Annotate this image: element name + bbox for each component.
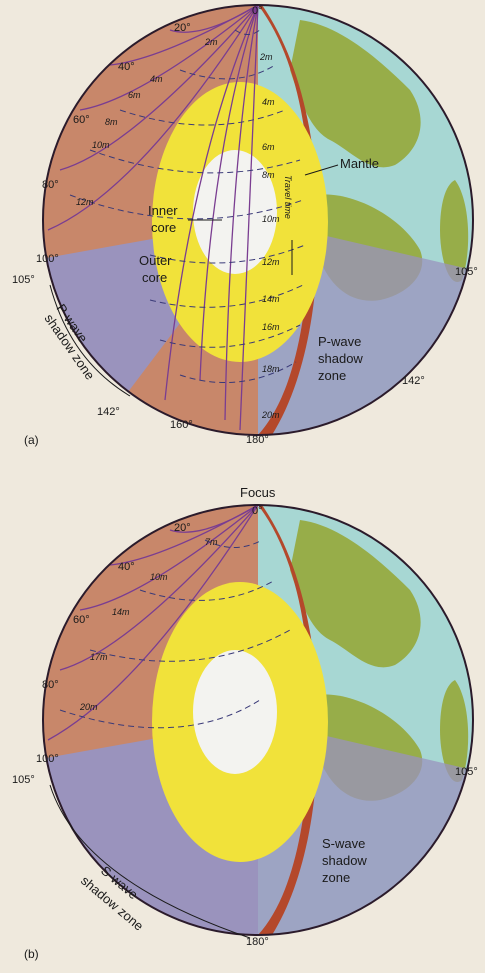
ltt-6m: 6m <box>128 90 141 100</box>
tt-12m: 12m <box>262 257 280 267</box>
inner-core-a <box>193 150 277 274</box>
deg-40-a: 40° <box>118 61 135 73</box>
ltt-12m: 12m <box>76 197 94 207</box>
p-shadow-right-2: shadow <box>318 351 363 366</box>
wavefronts-b <box>59 539 291 729</box>
p-shadow-right-3: zone <box>318 368 346 383</box>
p-wave-rays <box>47 5 259 431</box>
s-shadow-right-3: zone <box>322 870 350 885</box>
deg-180-b: 180° <box>246 936 269 948</box>
deg-105-right-b: 105° <box>455 766 478 778</box>
deg-180-a: 180° <box>246 434 269 446</box>
tt-16m: 16m <box>262 322 280 332</box>
inner-core-label-1: Inner <box>148 203 178 218</box>
shadow-arc-a <box>49 284 131 397</box>
deg-142-left-a: 142° <box>97 406 120 418</box>
s-shadow-right-1: S-wave <box>322 836 365 851</box>
tt-18m: 18m <box>262 364 280 374</box>
deg-60-a: 60° <box>73 114 90 126</box>
landmass-a1 <box>290 20 421 168</box>
s-wave-rays <box>47 505 259 741</box>
globe-outline-b <box>42 504 474 936</box>
mantle-leader <box>304 164 339 176</box>
tt-20m-b: 20m <box>79 702 98 712</box>
left-travel-times-a: 2m 4m 6m 8m 10m 12m <box>76 37 218 207</box>
crust-cut-b <box>258 505 318 935</box>
deg-100-b: 100° <box>36 753 59 765</box>
deg-80-a: 80° <box>42 179 59 191</box>
ltt-8m: 8m <box>105 117 118 127</box>
crust-cut-a <box>258 5 318 435</box>
deg-142-right-a: 142° <box>402 375 425 387</box>
deg-40-b: 40° <box>118 561 135 573</box>
tt-14m: 14m <box>262 294 280 304</box>
deg-105-right-a: 105° <box>455 266 478 278</box>
focus-label: Focus <box>240 485 276 500</box>
tt-8m: 8m <box>262 170 275 180</box>
deg-160-a: 160° <box>170 419 193 431</box>
deg-60-b: 60° <box>73 614 90 626</box>
tt-20m: 20m <box>261 410 280 420</box>
deg-80-b: 80° <box>42 679 59 691</box>
tt-4m: 4m <box>262 97 275 107</box>
travel-times-b: 7m 10m 14m 17m 20m <box>79 537 218 712</box>
travel-times-a: 2m 4m 6m 8m 10m 12m 14m 16m 18m 20m <box>259 52 280 420</box>
inner-core-b <box>193 650 277 774</box>
tt-6m: 6m <box>262 142 275 152</box>
deg-20-a: 20° <box>174 22 191 34</box>
tt-7m: 7m <box>205 537 218 547</box>
deg-0-a: 0° <box>252 5 263 17</box>
landmass-b3 <box>440 680 469 782</box>
wavefronts-a <box>69 27 306 383</box>
travel-time-label: Travel time <box>283 175 293 219</box>
s-shadow-right-2: shadow <box>322 853 367 868</box>
outer-core-label-2: core <box>142 270 167 285</box>
deg-100-a: 100° <box>36 253 59 265</box>
ltt-2m: 2m <box>204 37 218 47</box>
inner-core-label-2: core <box>151 220 176 235</box>
landmass-b1 <box>290 520 421 668</box>
mantle-label: Mantle <box>340 156 379 171</box>
tt-10m-b: 10m <box>150 572 168 582</box>
deg-0-b: 0° <box>252 505 263 517</box>
shadow-arc-b <box>49 784 251 939</box>
caption-a: (a) <box>24 433 39 447</box>
tt-10m: 10m <box>262 214 280 224</box>
outer-core-label-1: Outer <box>139 253 172 268</box>
tt-2m: 2m <box>259 52 273 62</box>
deg-20-b: 20° <box>174 522 191 534</box>
globe-outline-a <box>42 4 474 436</box>
ltt-10m: 10m <box>92 140 110 150</box>
panel-a: 0° 20° 40° 60° 80° 100° 105° 105° 142° 1… <box>12 4 478 447</box>
p-shadow-right-1: P-wave <box>318 334 361 349</box>
ltt-4m: 4m <box>150 74 163 84</box>
landmass-a3 <box>440 180 469 282</box>
deg-105-left-b: 105° <box>12 774 35 786</box>
panel-b: Focus <box>12 485 478 961</box>
tt-17m-b: 17m <box>90 652 108 662</box>
deg-105-left-a: 105° <box>12 274 35 286</box>
tt-14m-b: 14m <box>112 607 130 617</box>
caption-b: (b) <box>24 947 39 961</box>
